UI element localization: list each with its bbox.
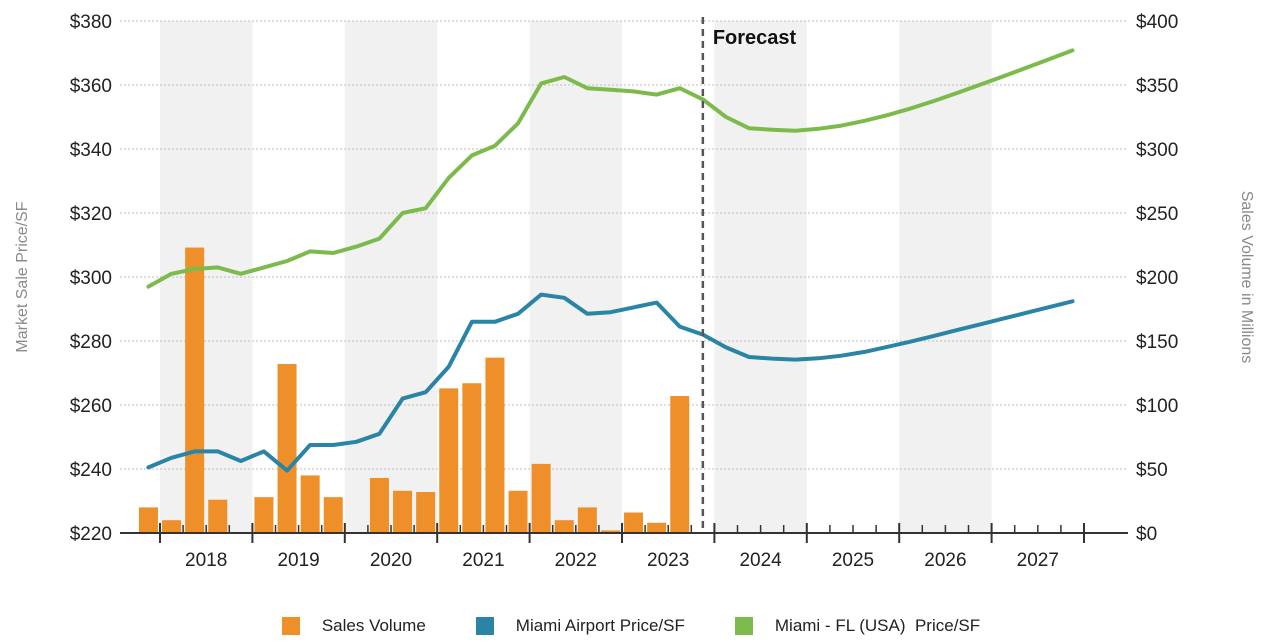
y-right-tick-label: $300 [1136,140,1178,161]
y-right-tick-label: $50 [1136,460,1168,481]
price-lines [146,48,1075,473]
chart: 2018 2019 2020 2021 2022 2023 2024 2025 2026 2027… [14,12,1255,571]
sales-volume-bar [208,499,228,533]
y-axis-right-title: Sales Volume in Millions [1238,191,1255,364]
x-tick-label-2024: 2024 [739,550,782,571]
y-axis-left: $380 $360 $340 $320 $300 $280 $260 $240 $220 [70,12,112,545]
y-axis-left-title: Market Sale Price/SF [14,201,31,352]
x-tick-label-2021: 2021 [462,550,504,571]
sales-volume-bars [138,247,690,533]
y-right-tick-label: $0 [1136,524,1157,545]
x-tick-label-2018: 2018 [185,550,227,571]
legend-swatch-miami-fl [734,617,753,635]
x-tick-label-2026: 2026 [924,550,966,571]
sales-volume-bar [577,507,597,533]
x-tick-label-2027: 2027 [1017,550,1059,571]
sales-volume-bar [670,396,690,533]
sales-volume-bar [393,490,413,533]
x-tick-label-2023: 2023 [647,550,689,571]
sales-volume-bar [600,530,620,533]
sales-volume-bar [647,522,667,533]
legend-label-miami-fl: Miami - FL (USA) Price/SF [774,616,981,635]
sales-volume-bar [277,364,297,533]
sales-volume-bar [624,512,644,533]
sales-volume-bar [185,247,205,533]
legend-item-miami-airport: Miami Airport Price/SF [475,616,685,636]
sales-volume-bar [531,463,551,533]
sales-volume-bar [416,492,436,533]
miami-fl-line [146,48,1075,289]
legend: Sales Volume Miami Airport Price/SF Miam… [0,612,1262,640]
y-axis-right: $400 $350 $300 $250 $200 $150 $100 $50 $0 [1136,12,1178,545]
y-left-tick-label: $340 [70,140,112,161]
y-left-tick-label: $240 [70,460,112,481]
legend-swatch-miami-airport [475,617,494,635]
y-right-tick-label: $150 [1136,332,1178,353]
y-right-tick-label: $250 [1136,204,1178,225]
sales-volume-bar [439,388,459,533]
y-right-tick-label: $200 [1136,268,1178,289]
y-left-tick-label: $220 [70,524,112,545]
sales-volume-bar [162,520,182,533]
sales-volume-bar [508,490,528,533]
y-left-tick-label: $380 [70,12,112,33]
y-left-tick-label: $300 [70,268,112,289]
legend-swatch-sales-volume [281,617,300,635]
x-tick-label-2019: 2019 [277,550,319,571]
legend-item-miami-fl: Miami - FL (USA) Price/SF [734,616,981,636]
sales-volume-bar [554,520,574,533]
y-left-tick-label: $280 [70,332,112,353]
y-left-tick-label: $360 [70,76,112,97]
x-tick-label-2020: 2020 [370,550,412,571]
legend-label-miami-airport: Miami Airport Price/SF [515,616,685,635]
sales-volume-bar [138,507,158,533]
sales-volume-bar [300,475,320,533]
legend-item-sales-volume: Sales Volume [281,616,426,636]
y-right-tick-label: $400 [1136,12,1178,33]
miami-airport-line [146,292,1075,473]
forecast-label: Forecast [713,27,797,49]
y-right-tick-label: $350 [1136,76,1178,97]
y-left-tick-label: $320 [70,204,112,225]
x-axis: 2018 2019 2020 2021 2022 2023 2024 2025 2026 2027 [120,523,1128,571]
sales-volume-bar [369,477,389,533]
x-tick-label-2022: 2022 [555,550,597,571]
sales-volume-bar [254,497,274,533]
sales-volume-bar [462,383,482,533]
y-right-tick-label: $100 [1136,396,1178,417]
y-left-tick-label: $260 [70,396,112,417]
x-tick-label-2025: 2025 [832,550,874,571]
year-band-2020 [344,21,438,533]
legend-label-sales-volume: Sales Volume [321,616,426,635]
sales-volume-bar [485,357,505,533]
sales-volume-bar [323,497,343,533]
